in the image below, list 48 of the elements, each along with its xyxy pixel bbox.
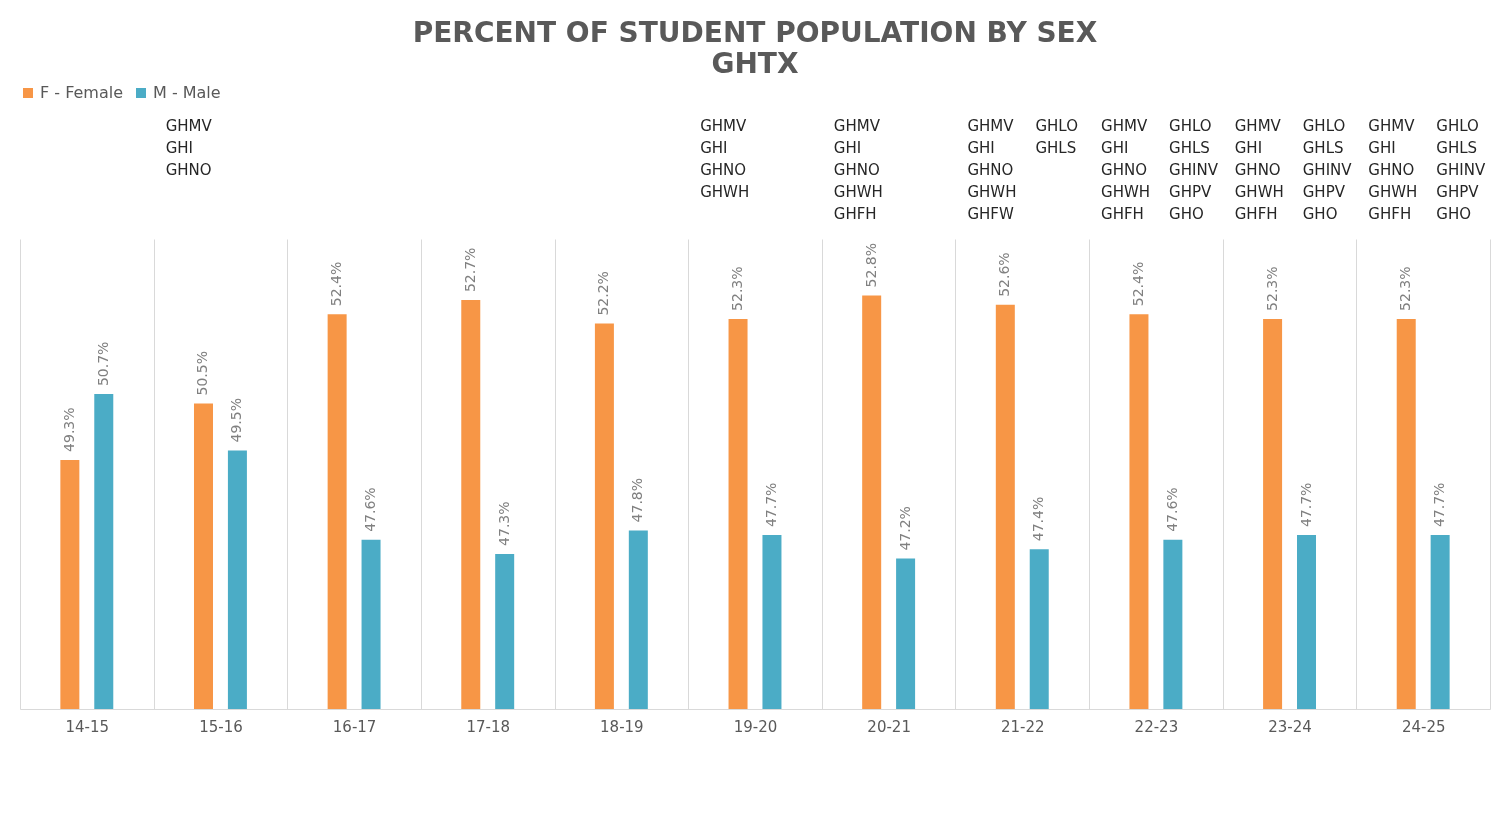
data-label: 52.7% xyxy=(461,247,478,293)
text: GHMV GHI GHNO GHWH GHFH xyxy=(1101,117,1151,223)
chart-subtitle: GHTX xyxy=(711,47,799,80)
data-label: 47.8% xyxy=(629,477,646,523)
x-tick-label: 23-24 xyxy=(1268,717,1312,736)
data-label: 47.7% xyxy=(1431,482,1448,528)
data-label: 47.3% xyxy=(495,501,512,546)
data-label: 50.5% xyxy=(194,351,211,396)
data-label: 50.7% xyxy=(94,341,111,387)
x-tick-label: 17-18 xyxy=(466,717,511,736)
data-label: 52.4% xyxy=(328,261,345,307)
text: GHMV GHI GHNO GHWH xyxy=(700,117,750,201)
text: GHMV GHI GHNO xyxy=(165,117,213,179)
data-label: 47.7% xyxy=(762,482,779,528)
data-label: 47.2% xyxy=(896,506,913,551)
x-tick-label: 14-15 xyxy=(65,717,110,736)
data-label: 52.3% xyxy=(1263,266,1280,311)
chart-title: PERCENT OF STUDENT POPULATION BY SEX xyxy=(412,16,1098,49)
data-label: 49.3% xyxy=(60,407,77,452)
text: GHLO GHLS GHINV GHPV GHO xyxy=(1169,117,1219,223)
x-tick-label: 21-22 xyxy=(1000,717,1045,736)
text: GHMV GHI GHNO GHWH GHFH xyxy=(1368,117,1418,223)
data-label: 47.7% xyxy=(1297,482,1314,528)
x-tick-label: 18-19 xyxy=(600,717,644,736)
data-label: 52.4% xyxy=(1129,261,1146,307)
text: GHMV GHI GHNO GHWH GHFW xyxy=(967,117,1017,223)
x-tick-label: 20-21 xyxy=(867,717,911,736)
data-label: 52.2% xyxy=(595,271,612,316)
data-label: 47.6% xyxy=(1163,487,1180,532)
data-label: 49.5% xyxy=(228,398,245,443)
text: GHMV GHI GHNO GHWH GHFH xyxy=(1234,117,1284,223)
data-label: 52.6% xyxy=(996,252,1013,297)
text: GHLO GHLS GHINV GHPV GHO xyxy=(1436,117,1486,223)
data-label: 47.6% xyxy=(362,487,379,532)
x-tick-label: 22-23 xyxy=(1134,717,1179,736)
text: GHLO GHLS GHINV GHPV GHO xyxy=(1302,117,1353,223)
x-tick-label: 24-25 xyxy=(1401,717,1446,736)
text: GHMV GHI GHNO GHWH GHFH xyxy=(833,117,883,223)
data-label: 47.4% xyxy=(1030,496,1047,542)
data-label: 52.8% xyxy=(862,242,879,288)
legend-label: F - Female xyxy=(40,83,123,102)
x-tick-label: 19-20 xyxy=(733,717,778,736)
x-tick-label: 15-16 xyxy=(199,717,243,736)
legend-label: M - Male xyxy=(153,83,221,102)
text: GHLO GHLS xyxy=(1035,117,1078,157)
x-tick-label: 16-17 xyxy=(332,717,377,736)
data-label: 52.3% xyxy=(1397,266,1414,311)
data-label: 52.3% xyxy=(729,266,746,311)
